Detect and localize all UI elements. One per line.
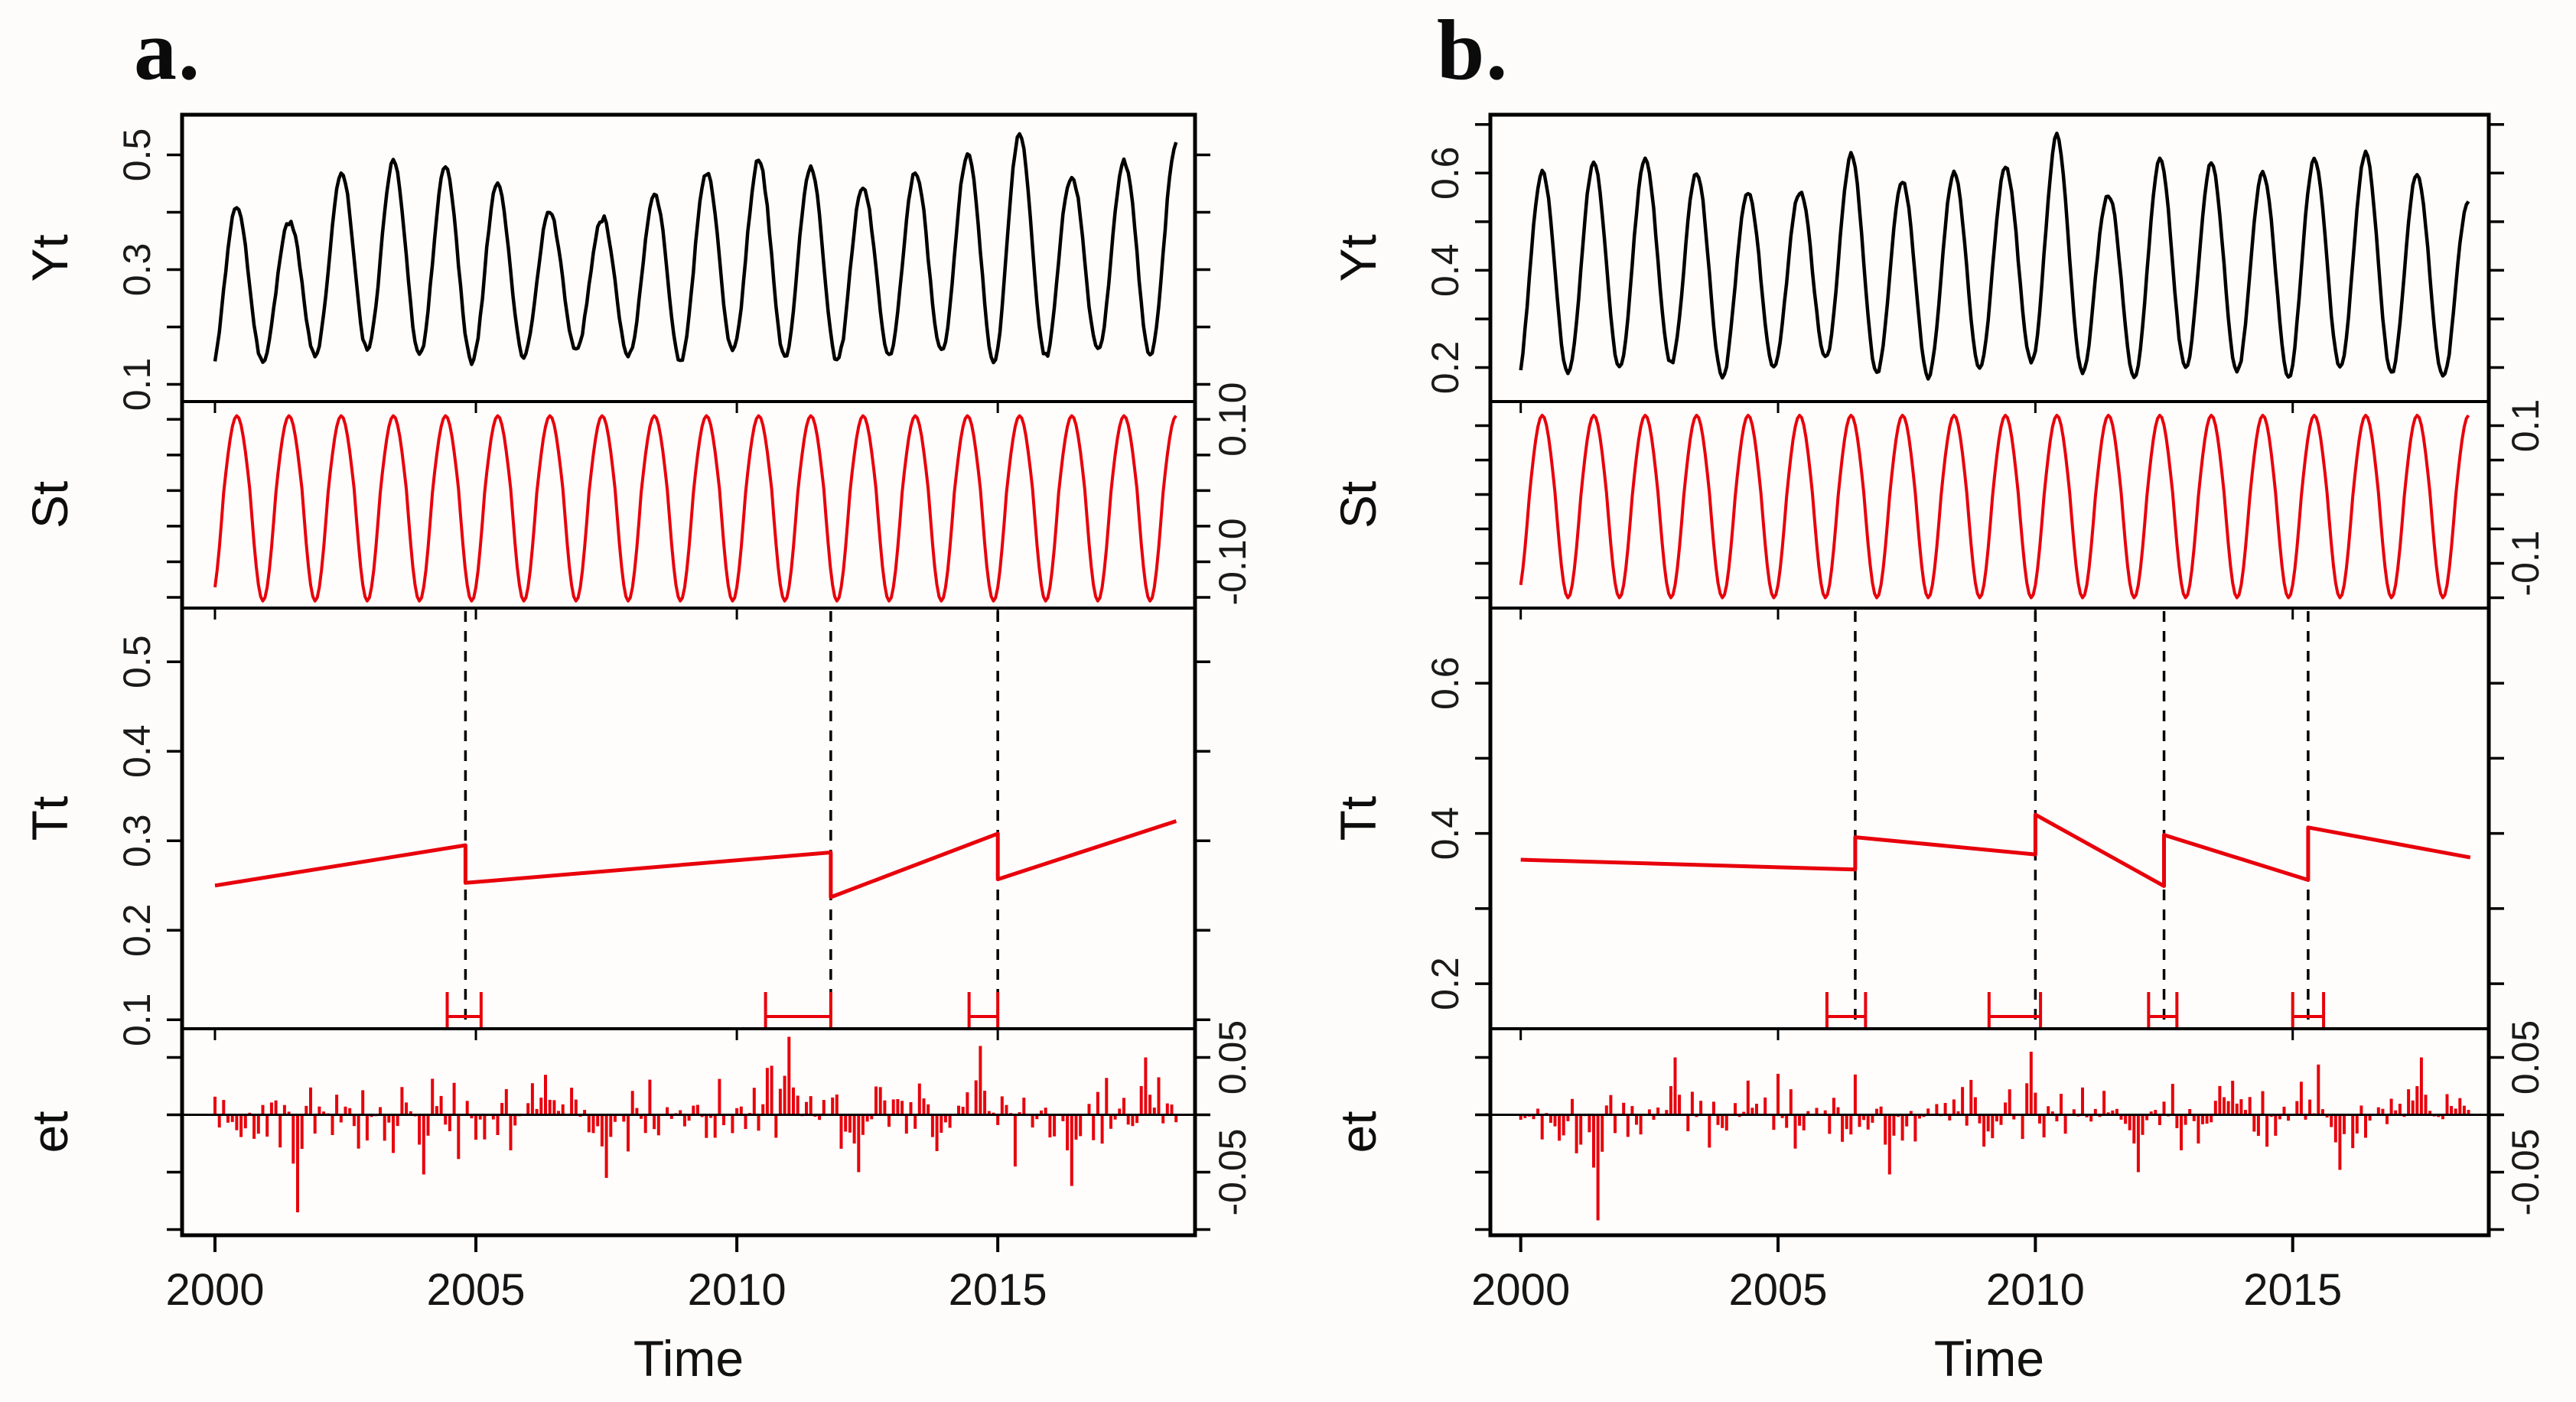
panel-a-x-axis-title: Time (633, 1330, 744, 1387)
tick-label-et: 0.05 (1211, 1020, 1254, 1095)
tick-label-Yt: 0.6 (1424, 147, 1467, 200)
tick-label-St: -0.1 (2504, 530, 2547, 596)
panel-a: 0.1 0.3 0.5 Yt -0.10 0.10 St 0.1 0.2 0.3 0.4 0.5 Tt -… (21, 112, 1254, 1315)
tick-label-Tt: 0.3 (116, 814, 158, 867)
axis-Yt: 0.1 0.3 0.5 (116, 128, 1210, 411)
axis-St: -0.10 0.10 (167, 382, 1254, 605)
residual-bars (213, 1036, 1178, 1212)
breakpoint-ci-3 (967, 992, 1000, 1027)
breakpoint-ci-4 (2291, 992, 2326, 1027)
axis-et: -0.05 0.05 (167, 1020, 1254, 1231)
seasonal-series-line (1519, 414, 2470, 600)
x-tick-label: 2000 (1471, 1265, 1570, 1315)
row-title-et: et (21, 1111, 78, 1153)
tick-label-Yt: 0.4 (1424, 244, 1467, 298)
row-title-St: St (1330, 481, 1386, 529)
tick-label-Yt: 0.5 (116, 128, 158, 182)
observed-series-line (213, 132, 1178, 366)
x-tick-label: 2015 (2243, 1265, 2342, 1315)
row-title-Yt: Yt (1330, 234, 1386, 281)
row-title-Yt: Yt (21, 234, 78, 281)
tick-label-Tt: 0.6 (1424, 656, 1467, 710)
x-tick-label: 2000 (165, 1265, 264, 1315)
breakpoint-ci-2 (1987, 992, 2043, 1027)
axis-St: -0.1 0.1 (1475, 399, 2547, 600)
breakpoint-ci-2 (764, 992, 832, 1027)
panel-a-letter: a. (134, 3, 201, 98)
observed-series-line (1519, 132, 2470, 381)
breakpoint-ci-1 (1825, 992, 1868, 1027)
seasonal-series-line (213, 414, 1177, 603)
x-tick-label: 2015 (949, 1265, 1047, 1315)
panel-b-letter: b. (1437, 3, 1509, 98)
tick-label-St: -0.10 (1211, 518, 1254, 605)
x-tick-label: 2010 (1986, 1265, 2085, 1315)
breakpoint-ci-1 (445, 992, 483, 1027)
row-title-et: et (1330, 1111, 1386, 1153)
x-tick-label: 2005 (1729, 1265, 1828, 1315)
tick-label-Yt: 0.2 (1424, 341, 1467, 395)
tick-label-et: -0.05 (1211, 1129, 1254, 1216)
axis-Tt: 0.2 0.4 0.6 (1424, 656, 2504, 1010)
tick-label-Tt: 0.2 (116, 904, 158, 958)
tick-label-Yt: 0.3 (116, 243, 158, 297)
tick-label-St: 0.1 (2504, 399, 2547, 453)
row-title-Tt: Tt (1330, 796, 1386, 841)
tick-label-et: 0.05 (2504, 1020, 2547, 1095)
row-title-Tt: Tt (21, 796, 78, 841)
tick-label-Tt: 0.2 (1424, 957, 1467, 1010)
x-tick-label: 2010 (688, 1265, 786, 1315)
tick-label-St: 0.10 (1211, 382, 1254, 457)
plot-box (1488, 112, 2491, 1238)
tick-label-Tt: 0.4 (116, 724, 158, 778)
trend-series-line (214, 819, 1177, 899)
plot-background (182, 115, 1195, 1235)
tick-label-Yt: 0.1 (116, 358, 158, 411)
axis-et: -0.05 0.05 (1475, 1020, 2547, 1231)
tick-label-Tt: 0.4 (1424, 807, 1467, 860)
tick-label-Tt: 0.5 (116, 635, 158, 688)
row-title-St: St (21, 481, 78, 529)
panel-b-x-axis-title: Time (1933, 1330, 2045, 1387)
plot-box (180, 112, 1197, 1238)
breakpoint-ci-3 (2147, 992, 2179, 1027)
axis-Tt: 0.1 0.2 0.3 0.4 0.5 (116, 635, 1210, 1046)
tick-label-et: -0.05 (2504, 1129, 2547, 1216)
x-tick-label: 2005 (427, 1265, 526, 1315)
plot-background (1490, 115, 2489, 1235)
panel-b: 0.2 0.4 0.6 Yt -0.1 0.1 St 0.2 0.4 0.6 Tt -0.05 0.05… (1330, 112, 2547, 1315)
tick-label-Tt: 0.1 (116, 994, 158, 1047)
trend-series-line (1520, 812, 2471, 888)
axis-Yt: 0.2 0.4 0.6 (1424, 122, 2504, 395)
